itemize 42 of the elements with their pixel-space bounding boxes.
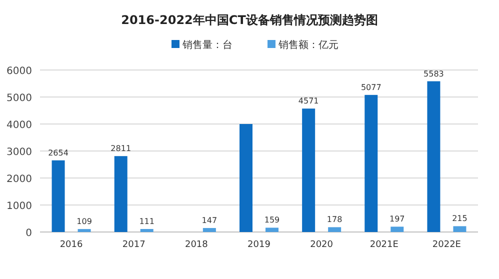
bar: [202, 228, 216, 232]
data-label: 147: [202, 216, 218, 226]
bar: [266, 228, 278, 232]
bar: [114, 156, 128, 232]
legend-label: 销售额：亿元: [278, 39, 338, 51]
y-tick-label: 4000: [6, 120, 32, 131]
bar: [52, 160, 65, 232]
x-tick-label: 2016: [60, 240, 84, 250]
data-label: 109: [76, 217, 92, 226]
bar: [140, 229, 154, 232]
x-tick-label: 2021E: [370, 240, 399, 250]
data-label: 2654: [48, 148, 68, 158]
y-tick-label: 2000: [6, 174, 32, 185]
data-label: 178: [326, 215, 342, 224]
bar: [78, 229, 91, 232]
bar: [427, 81, 440, 232]
data-label: 159: [264, 216, 280, 225]
x-tick-label: 2017: [122, 240, 146, 250]
bar: [328, 227, 342, 232]
bar: [453, 226, 466, 232]
data-label: 4571: [298, 96, 319, 106]
y-tick-label: 5000: [6, 93, 32, 104]
data-label: 5583: [424, 69, 444, 78]
bar: [364, 94, 378, 232]
chart-title: 2016-2022年中国CT设备销售情况预测趋势图: [121, 13, 378, 27]
data-label: 215: [452, 214, 468, 224]
data-label: 197: [390, 214, 405, 224]
x-tick-label: 2019: [248, 240, 271, 250]
y-tick-label: 0: [26, 228, 32, 239]
x-tick-label: 2022E: [432, 240, 462, 250]
data-label: 2811: [110, 144, 132, 154]
x-tick-label: 2018: [184, 240, 208, 250]
y-tick-label: 3000: [6, 147, 32, 158]
data-label: 5077: [360, 82, 382, 92]
x-tick-label: 2020: [310, 240, 334, 250]
bar: [302, 108, 316, 232]
y-tick-label: 1000: [6, 201, 32, 212]
y-tick-label: 6000: [6, 66, 32, 77]
legend-label: 销售量：台: [182, 39, 232, 51]
data-label: 111: [139, 217, 154, 226]
bar: [390, 226, 404, 232]
bar: [240, 124, 252, 232]
